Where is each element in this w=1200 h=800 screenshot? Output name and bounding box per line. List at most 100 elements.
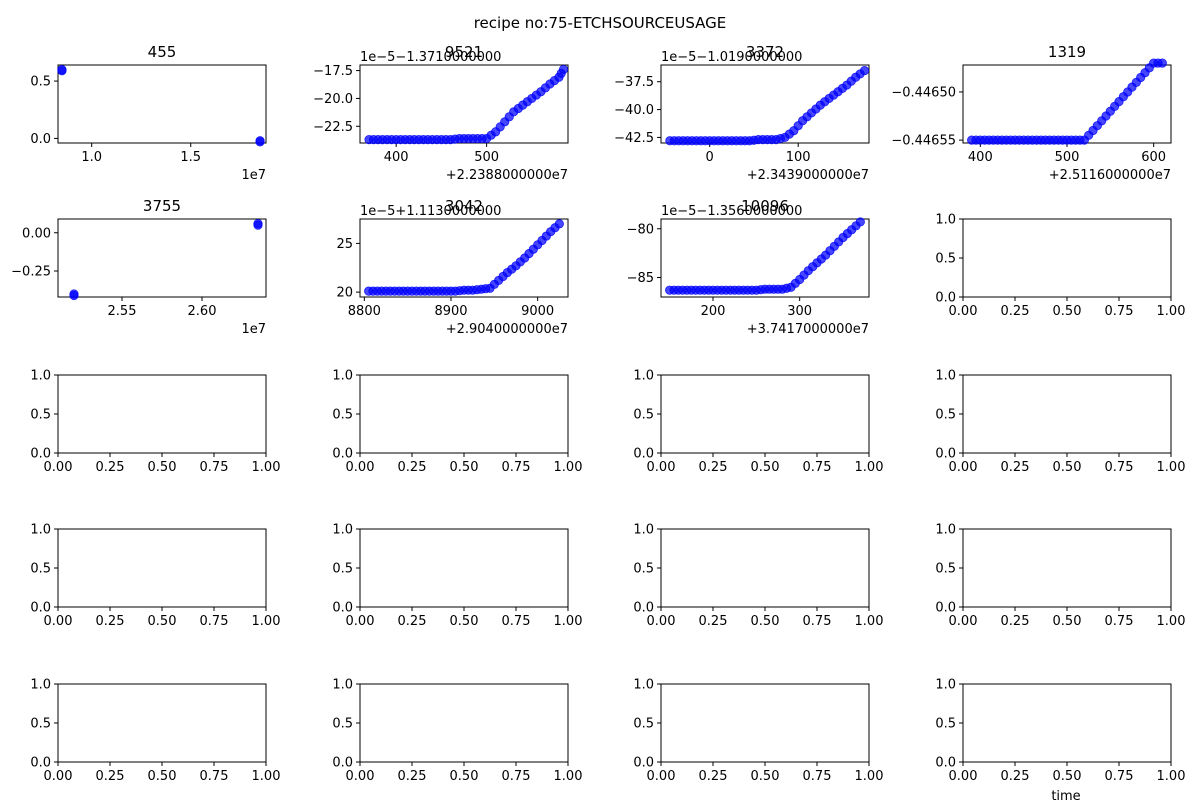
x-tick-label: 0 xyxy=(706,150,714,165)
data-point xyxy=(459,133,469,144)
y-tick-label: 0.5 xyxy=(332,717,353,732)
y-tick-label: 0.5 xyxy=(332,408,353,423)
x-tick-label: 1.00 xyxy=(252,614,281,629)
data-point xyxy=(385,286,395,296)
x-tick-label: 0.00 xyxy=(346,460,375,475)
data-point xyxy=(1014,135,1024,145)
data-point xyxy=(767,135,777,145)
y-tick-label: 1.0 xyxy=(30,523,51,538)
data-point xyxy=(695,285,705,295)
y-tick-label: −22.5 xyxy=(313,120,353,135)
data-point xyxy=(773,284,783,294)
axes-frame xyxy=(57,528,267,608)
y-tick-label: 1.0 xyxy=(633,369,654,384)
data-point xyxy=(450,134,460,144)
x-tick-label: 0.25 xyxy=(699,614,728,629)
data-point xyxy=(678,285,688,295)
x-tick-label: 0.25 xyxy=(96,769,125,784)
y-tick-label: 0.0 xyxy=(935,291,956,306)
data-point xyxy=(387,135,397,145)
x-tick-label: 2.60 xyxy=(188,304,217,319)
y-offset-label: 1e−5−1.3710000000 xyxy=(360,50,501,65)
data-point xyxy=(481,284,491,294)
y-tick-label: −40.0 xyxy=(614,103,654,118)
subplot-19: 0.00 0.25 0.50 0.75 1.00 0.0 0.5 1.0 xyxy=(935,678,1185,785)
data-point xyxy=(540,83,550,93)
data-point xyxy=(825,246,835,256)
x-tick-label: 2.55 xyxy=(108,304,137,319)
data-point xyxy=(403,286,413,296)
data-point xyxy=(1040,135,1050,145)
x-tick-label: 0.50 xyxy=(1053,460,1082,475)
x-tick-label: 0.25 xyxy=(96,614,125,629)
subplot-15: 0.00 0.25 0.50 0.75 1.00 0.0 0.5 1.0 xyxy=(935,523,1185,630)
y-tick-label: 0.0 xyxy=(633,756,654,771)
y-tick-label: 0.0 xyxy=(332,756,353,771)
subplot-11: 0.00 0.25 0.50 0.75 1.00 0.0 0.5 1.0 xyxy=(935,369,1185,476)
y-tick-label: −0.44655 xyxy=(891,134,956,149)
data-point xyxy=(834,237,844,247)
axes-frame xyxy=(660,528,870,608)
x-tick-label: 0.50 xyxy=(450,460,479,475)
data-point xyxy=(405,135,415,145)
data-point xyxy=(855,69,865,79)
axes-frame xyxy=(57,374,267,454)
data-point xyxy=(468,133,478,144)
axes-frame xyxy=(962,374,1172,454)
y-tick-label: −42.5 xyxy=(614,131,654,146)
subplot-0: 1.0 1.5 0.0 0.5 1e7 455 xyxy=(30,43,267,183)
x-tick-label: 0.75 xyxy=(200,614,229,629)
axes-frame xyxy=(660,64,870,144)
y-tick-label: −80 xyxy=(627,222,654,237)
data-point xyxy=(472,285,482,295)
data-point xyxy=(1110,101,1120,112)
axes-frame xyxy=(359,374,569,454)
data-point xyxy=(429,286,439,296)
subplot-18: 0.00 0.25 0.50 0.75 1.00 0.0 0.5 1.0 xyxy=(633,678,883,785)
data-point xyxy=(731,136,741,146)
x-tick-label: 0.50 xyxy=(1053,304,1082,319)
data-point xyxy=(1118,92,1128,102)
x-tick-label: 1.00 xyxy=(1157,460,1186,475)
data-point xyxy=(782,283,792,293)
y-tick-label: 0.0 xyxy=(30,756,51,771)
x-tick-label: 0.75 xyxy=(200,460,229,475)
x-tick-label: 1.5 xyxy=(180,150,201,165)
y-tick-label: 0.5 xyxy=(30,717,51,732)
y-tick-label: 1.0 xyxy=(30,678,51,693)
y-tick-label: 0.0 xyxy=(935,756,956,771)
data-point xyxy=(57,66,67,76)
axes-frame xyxy=(660,374,870,454)
data-point xyxy=(790,278,800,288)
data-point xyxy=(988,135,998,145)
x-tick-label: 0.00 xyxy=(949,614,978,629)
subplot-4: 2.55 2.60 −0.25 0.00 1e7 3755 xyxy=(11,197,267,337)
data-point xyxy=(477,133,487,144)
subplot-title: 10096 xyxy=(741,197,789,215)
data-point xyxy=(495,122,505,132)
x-tick-label: 1.00 xyxy=(855,460,884,475)
figure-suptitle: recipe no:75-ETCHSOURCEUSAGE xyxy=(474,14,727,32)
y-tick-label: 0.5 xyxy=(30,562,51,577)
data-point xyxy=(669,285,679,295)
data-point xyxy=(793,121,803,131)
data-point xyxy=(69,290,79,301)
x-tick-label: 0.75 xyxy=(803,614,832,629)
data-point xyxy=(740,136,750,146)
data-point xyxy=(368,286,378,296)
data-point xyxy=(738,285,748,295)
subplot-17: 0.00 0.25 0.50 0.75 1.00 0.0 0.5 1.0 xyxy=(332,678,582,785)
subplot-12: 0.00 0.25 0.50 0.75 1.00 0.0 0.5 1.0 xyxy=(30,523,280,630)
data-point xyxy=(522,97,532,107)
x-tick-label: 0.75 xyxy=(1105,614,1134,629)
x-tick-label: 9000 xyxy=(521,304,554,319)
x-tick-label: 0.50 xyxy=(751,460,780,475)
data-point xyxy=(550,223,560,233)
subplot-8: 0.00 0.25 0.50 0.75 1.00 0.0 0.5 1.0 xyxy=(30,369,280,476)
data-point xyxy=(1092,121,1102,131)
x-tick-label: 0.00 xyxy=(647,769,676,784)
x-tick-label: 0.25 xyxy=(699,460,728,475)
data-point xyxy=(1136,72,1146,83)
data-point xyxy=(811,104,821,114)
